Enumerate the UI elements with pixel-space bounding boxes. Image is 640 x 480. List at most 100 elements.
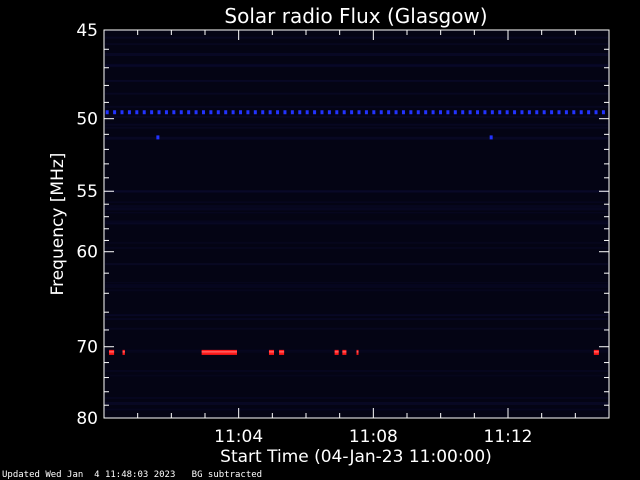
interference-dot <box>364 110 368 115</box>
x-tick-label: 11:04 <box>214 427 263 447</box>
noise-band <box>105 123 608 126</box>
emission-core <box>342 351 347 353</box>
y-axis-label: Frequency [MHz] <box>48 153 68 296</box>
noise-band <box>105 190 608 193</box>
interference-dot <box>224 110 228 115</box>
interference-dot <box>298 110 302 115</box>
y-tick-label: 70 <box>76 338 98 358</box>
interference-dot <box>201 110 205 115</box>
interference-dot <box>535 110 539 115</box>
interference-dot <box>557 110 561 115</box>
interference-dot <box>505 110 509 115</box>
interference-dot <box>587 110 591 115</box>
noise-band <box>105 263 608 266</box>
interference-dot <box>157 110 161 115</box>
interference-dot <box>564 110 568 115</box>
interference-dot <box>379 110 383 115</box>
interference-dot <box>513 110 517 115</box>
noise-band <box>105 123 608 126</box>
noise-band <box>105 126 608 129</box>
interference-dot <box>394 110 398 115</box>
emission-core <box>334 351 339 353</box>
x-tick-label: 11:08 <box>349 427 398 447</box>
interference-dot <box>572 110 576 115</box>
emission-core <box>593 351 599 353</box>
noise-band <box>105 374 608 377</box>
interference-dot <box>438 110 442 115</box>
interference-dot <box>246 110 250 115</box>
noise-band <box>105 43 608 46</box>
interference-dot <box>350 110 354 115</box>
noise-band <box>105 36 608 39</box>
updated-timestamp: Updated Wed Jan 4 11:48:03 2023 <box>2 470 176 480</box>
interference-dot <box>327 110 331 115</box>
y-tick-label: 50 <box>76 110 98 130</box>
interference-dot <box>401 110 405 115</box>
interference-dot <box>261 110 265 115</box>
y-axis: 45 50 55 60 70 80 <box>76 21 609 429</box>
noise-band <box>105 318 608 321</box>
background-texture <box>105 36 608 411</box>
interference-dot <box>461 110 465 115</box>
interference-dot <box>372 110 376 115</box>
y-tick-label: 60 <box>76 243 98 263</box>
interference-dot <box>283 110 287 115</box>
chart-title: Solar radio Flux (Glasgow) <box>224 4 487 28</box>
interference-dot <box>276 110 280 115</box>
interference-dot <box>105 110 109 115</box>
interference-dot <box>290 110 294 115</box>
bg-subtracted-note: BG subtracted <box>191 470 263 480</box>
interference-dot <box>520 110 524 115</box>
interference-dot <box>431 110 435 115</box>
interference-dot <box>320 110 324 115</box>
interference-dot <box>409 110 413 115</box>
interference-dot <box>231 110 235 115</box>
noise-band <box>105 92 608 95</box>
x-tick-label: 11:12 <box>484 427 533 447</box>
interference-dot <box>164 110 168 115</box>
x-axis: 11:04 11:08 11:12 <box>137 30 576 447</box>
interference-dot <box>446 110 450 115</box>
noise-band <box>105 283 608 285</box>
noise-band <box>105 327 608 330</box>
noise-band <box>105 207 608 211</box>
interference-dot <box>239 110 243 115</box>
interference-dot <box>209 110 213 115</box>
noise-band <box>105 105 608 108</box>
noise-band <box>105 289 608 292</box>
emission-core <box>268 351 275 353</box>
noise-band <box>105 115 608 118</box>
noise-band <box>105 212 608 214</box>
interference-dot <box>579 110 583 115</box>
emission-core <box>356 351 359 353</box>
noise-band <box>105 205 608 207</box>
interference-dot <box>305 110 309 115</box>
footer: Updated Wed Jan 4 11:48:03 2023 BG subtr… <box>2 470 262 480</box>
interference-dot <box>335 110 339 115</box>
noise-band <box>105 53 608 57</box>
noise-band <box>105 401 608 405</box>
interference-dot <box>127 110 131 115</box>
emission-core <box>109 351 115 353</box>
interference-dot <box>357 110 361 115</box>
emission-core <box>279 351 285 353</box>
noise-band <box>105 408 608 411</box>
interference-dot <box>490 110 494 115</box>
interference-dot <box>542 110 546 115</box>
interference-dot <box>342 110 346 115</box>
interference-dot <box>416 110 420 115</box>
interference-dot <box>187 110 191 115</box>
interference-dot <box>468 110 472 115</box>
interference-dot <box>313 110 317 115</box>
interference-dot <box>268 110 272 115</box>
interference-dot <box>424 110 428 115</box>
interference-dot <box>216 110 220 115</box>
y-tick-label: 80 <box>76 409 98 429</box>
noise-band <box>105 241 608 244</box>
interference-dot <box>150 110 154 115</box>
interference-dot <box>476 110 480 115</box>
noise-band <box>105 284 608 288</box>
interference-dot <box>253 110 257 115</box>
noise-band <box>105 369 608 372</box>
